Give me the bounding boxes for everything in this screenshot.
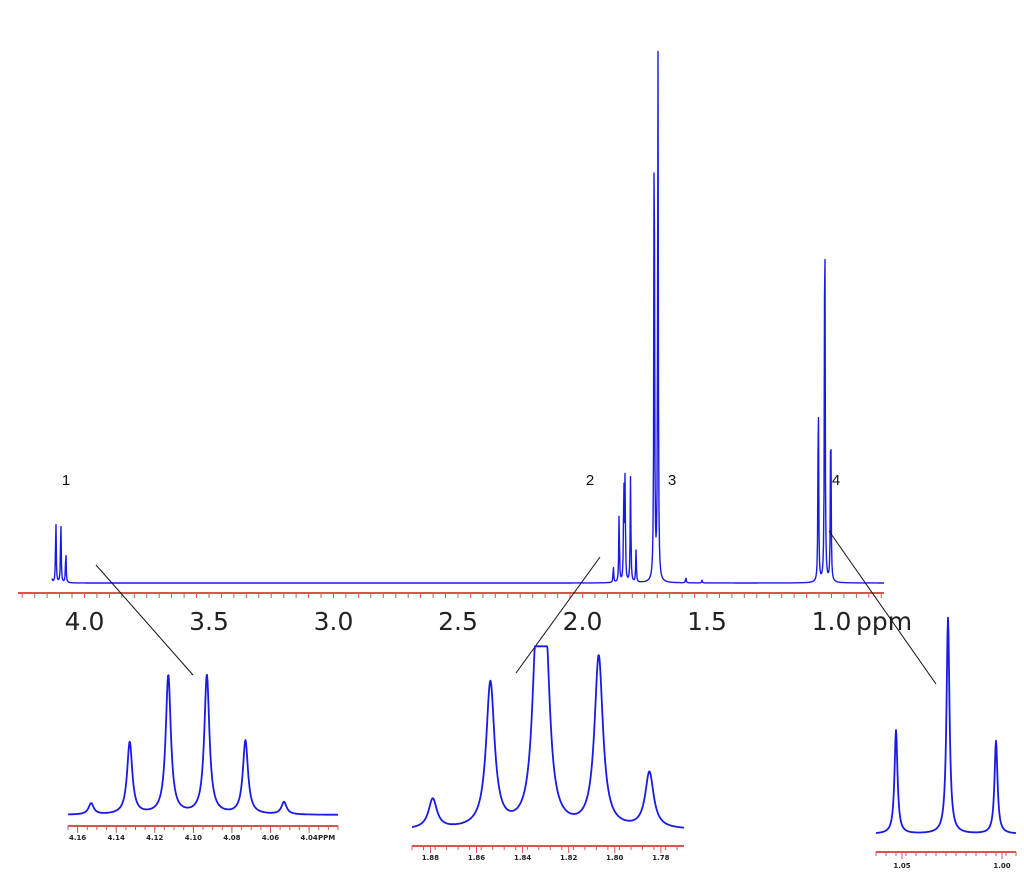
x-axis-unit-label: ppm: [856, 607, 912, 636]
inset-tick-label: 4.04: [300, 834, 317, 842]
main-tick-label: 1.5: [687, 607, 727, 636]
inset-tick-label: 1.88: [422, 854, 439, 862]
main-tick-label: 4.0: [65, 607, 105, 636]
inset-peak-4-ticks: [875, 852, 1017, 859]
inset-peak-2-trace: [411, 645, 685, 829]
inset-peak-1: 4.16 4.14 4.12 4.10 4.08 4.06 4.04 PPM: [67, 673, 339, 842]
inset-peak-4-trace: [875, 616, 1017, 834]
inset-leader-lines: [95, 530, 937, 685]
main-spectrum-trace: [51, 50, 885, 584]
peak-number-label: 1: [62, 472, 70, 489]
inset-peak-1-tick-labels: 4.16 4.14 4.12 4.10 4.08 4.06 4.04: [69, 834, 318, 842]
leader-line-peak-2: [515, 556, 601, 674]
peak-number-label: 4: [832, 472, 840, 489]
inset-peak-1-unit-label: PPM: [318, 834, 335, 842]
inset-peak-2-ticks: [411, 846, 678, 853]
inset-peak-2: 1.88 1.86 1.84 1.82 1.80 1.78: [411, 645, 685, 862]
inset-tick-label: 4.08: [223, 834, 240, 842]
inset-tick-label: 4.14: [108, 834, 125, 842]
inset-tick-label: 1.80: [606, 854, 623, 862]
inset-tick-label: 1.82: [560, 854, 577, 862]
main-tick-labels: 4.0 3.5 3.0 2.5 2.0 1.5 1.0: [65, 607, 852, 636]
main-tick-label: 2.5: [438, 607, 478, 636]
inset-tick-label: 1.84: [514, 854, 531, 862]
main-tick-label: 2.0: [563, 607, 603, 636]
inset-peak-4-tick-labels: 1.05 1.00: [893, 862, 1010, 870]
main-minor-ticks: [21, 593, 882, 598]
inset-tick-label: 4.12: [146, 834, 163, 842]
inset-peak-2-tick-labels: 1.88 1.86 1.84 1.82 1.80 1.78: [422, 854, 670, 862]
inset-tick-label: 1.00: [993, 862, 1010, 870]
inset-peak-4: 1.05 1.00: [875, 616, 1017, 870]
inset-tick-label: 4.10: [185, 834, 202, 842]
inset-tick-label: 1.78: [652, 854, 669, 862]
inset-peak-1-trace: [67, 673, 339, 816]
inset-tick-label: 1.05: [893, 862, 910, 870]
inset-peak-1-ticks: [67, 826, 339, 833]
inset-tick-label: 4.06: [262, 834, 279, 842]
peak-number-label: 2: [586, 472, 594, 489]
peak-number-label: 3: [668, 472, 676, 489]
leader-line-peak-1: [95, 564, 194, 676]
inset-tick-label: 4.16: [69, 834, 86, 842]
main-tick-label: 1.0: [812, 607, 852, 636]
main-tick-label: 3.5: [189, 607, 229, 636]
leader-line-peak-4: [828, 530, 937, 685]
main-tick-label: 3.0: [314, 607, 354, 636]
main-spectrum: 4.0 3.5 3.0 2.5 2.0 1.5 1.0 ppm 1 2 3 4: [18, 50, 912, 636]
peak-labels: 1 2 3 4: [62, 472, 840, 489]
inset-tick-label: 1.86: [468, 854, 485, 862]
